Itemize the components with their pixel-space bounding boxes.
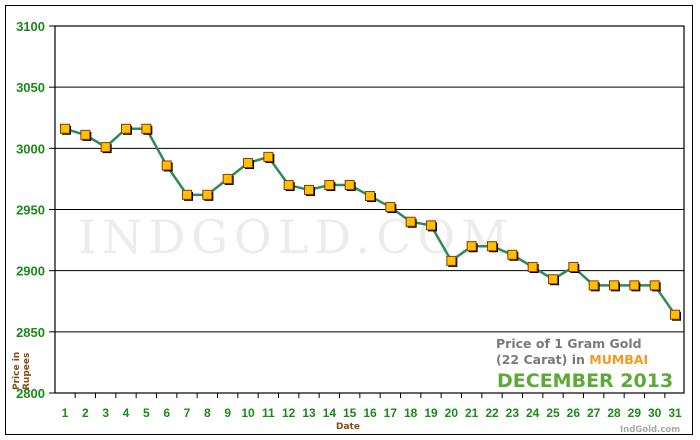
data-point-marker [405, 216, 416, 227]
x-tick-label: 5 [143, 406, 150, 420]
y-tick-label: 2900 [16, 264, 45, 279]
y-axis: 2800 2850 2900 2950 3000 3050 3100 [16, 19, 55, 401]
data-point-marker [649, 280, 660, 291]
x-tick-label: 16 [363, 406, 377, 420]
data-point-marker [243, 158, 253, 169]
x-tick-label: 18 [404, 406, 418, 420]
x-tick-label: 17 [384, 406, 398, 420]
data-point-marker [670, 309, 680, 320]
x-tick-label: 23 [506, 406, 520, 420]
data-point-marker [182, 189, 192, 200]
data-point-marker [141, 123, 152, 134]
data-point-marker [100, 142, 111, 153]
x-tick-label: 22 [485, 406, 499, 420]
y-tick-label: 3000 [16, 141, 45, 156]
y-axis-label-line2: Rupees [22, 353, 32, 390]
x-axis: 1 2 3 4 5 6 7 8 9 10 11 12 13 14 15 16 17 18 19 20 21 22 23 24 2… [62, 393, 682, 420]
data-point-marker [344, 180, 355, 191]
x-tick-label: 4 [123, 406, 130, 420]
data-point-marker [222, 173, 233, 184]
caption-box: Price of 1 Gram Gold (22 Carat) in MUMBA… [496, 336, 673, 392]
data-point-marker [385, 202, 396, 213]
caption-carat: (22 Carat) in [496, 352, 589, 367]
data-point-marker [324, 180, 335, 191]
data-point-marker [629, 280, 640, 291]
x-tick-label: 20 [445, 406, 459, 420]
data-point-marker [304, 184, 314, 195]
y-tick-label: 2800 [16, 386, 45, 401]
y-tick-label: 2850 [16, 325, 45, 340]
x-tick-label: 2 [82, 406, 89, 420]
caption-city: MUMBAI [589, 352, 648, 367]
y-tick-label: 3100 [16, 19, 45, 34]
data-point-marker [202, 189, 213, 200]
x-tick-label: 9 [224, 406, 231, 420]
caption-title: Price of 1 Gram Gold [496, 336, 642, 351]
data-point-marker [487, 241, 497, 252]
data-point-marker [263, 151, 274, 162]
data-point-marker [80, 129, 91, 140]
x-tick-label: 30 [648, 406, 662, 420]
data-point-marker [365, 191, 375, 202]
data-point-marker [568, 261, 579, 272]
x-tick-label: 15 [343, 406, 357, 420]
x-tick-label: 10 [241, 406, 255, 420]
x-tick-label: 19 [424, 406, 438, 420]
x-tick-label: 14 [323, 406, 337, 420]
data-point-marker [161, 160, 172, 171]
x-tick-label: 8 [204, 406, 211, 420]
data-point-marker [121, 123, 131, 134]
x-tick-label: 21 [465, 406, 479, 420]
x-tick-label: 28 [607, 406, 621, 420]
x-tick-label: 11 [262, 406, 275, 420]
data-point-marker [548, 274, 558, 285]
x-tick-label: 1 [62, 406, 69, 420]
x-tick-label: 7 [184, 406, 191, 420]
chart-frame [5, 5, 693, 435]
x-tick-label: 3 [102, 406, 109, 420]
y-tick-label: 2950 [16, 203, 45, 218]
x-tick-label: 24 [526, 406, 540, 420]
data-point-marker [466, 241, 477, 252]
data-point-marker [426, 220, 436, 231]
x-tick-label: 13 [302, 406, 316, 420]
data-point-marker [283, 180, 294, 191]
x-tick-label: 29 [628, 406, 642, 420]
caption-month: DECEMBER 2013 [497, 370, 673, 392]
data-point-marker [609, 280, 619, 291]
caption-subtitle: (22 Carat) in MUMBAI [496, 352, 648, 367]
y-axis-label-line1: Price in [12, 352, 22, 390]
data-point-marker [588, 280, 599, 291]
x-tick-label: 31 [668, 406, 682, 420]
x-tick-label: 26 [567, 406, 581, 420]
x-axis-label: Date [336, 422, 360, 432]
series-price [60, 123, 681, 321]
x-tick-label: 27 [587, 406, 601, 420]
data-point-marker [60, 123, 70, 134]
plot-area [54, 25, 685, 394]
x-tick-label: 6 [163, 406, 170, 420]
y-tick-label: 3050 [16, 80, 45, 95]
data-point-marker [527, 261, 538, 272]
credit-text: IndGold.com [620, 425, 680, 435]
data-point-marker [507, 249, 518, 260]
x-tick-label: 12 [282, 406, 296, 420]
data-point-marker [446, 255, 457, 266]
x-tick-label: 25 [546, 406, 560, 420]
